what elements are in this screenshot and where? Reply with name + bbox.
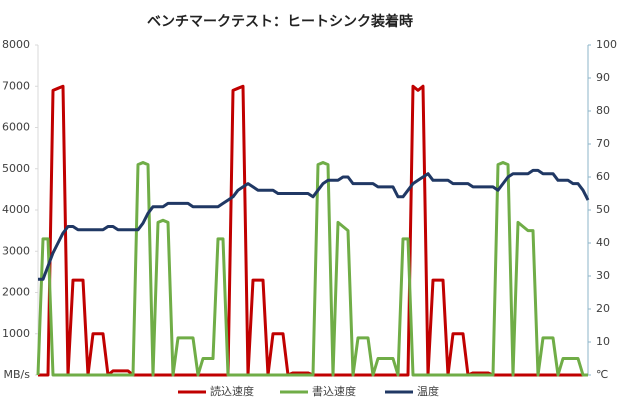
y2-tick-label: 70 [596, 137, 610, 150]
y2-tick-label: 50 [596, 203, 610, 216]
y-tick-label: 5000 [2, 162, 30, 175]
y2-tick-label: 20 [596, 302, 610, 315]
y2-tick-label: 80 [596, 104, 610, 117]
y-tick-label: 4000 [2, 203, 30, 216]
y-tick-label: 8000 [2, 38, 30, 51]
chart-title: ベンチマークテスト：ヒートシンク装着時 [147, 13, 413, 30]
y2-tick-label: 60 [596, 170, 610, 183]
legend-label: 書込速度 [312, 384, 356, 398]
y-tick-label: 1000 [2, 327, 30, 340]
y2-tick-label: 90 [596, 71, 610, 84]
y2-tick-label: 30 [596, 269, 610, 282]
legend-label: 読込速度 [210, 384, 254, 398]
legend-label: 温度 [417, 384, 439, 398]
y2-tick-label: ℃ [596, 368, 608, 381]
y-tick-label: 2000 [2, 286, 30, 299]
line-series [36, 161, 588, 377]
y2-tick-label: 40 [596, 236, 610, 249]
y-tick-label: 7000 [2, 79, 30, 92]
y2-tick-label: 100 [596, 38, 617, 51]
y2-tick-label: 10 [596, 335, 610, 348]
y-tick-label: MB/s [4, 368, 31, 381]
y-tick-label: 3000 [2, 244, 30, 257]
line-series [38, 168, 590, 281]
y-tick-label: 6000 [2, 121, 30, 134]
